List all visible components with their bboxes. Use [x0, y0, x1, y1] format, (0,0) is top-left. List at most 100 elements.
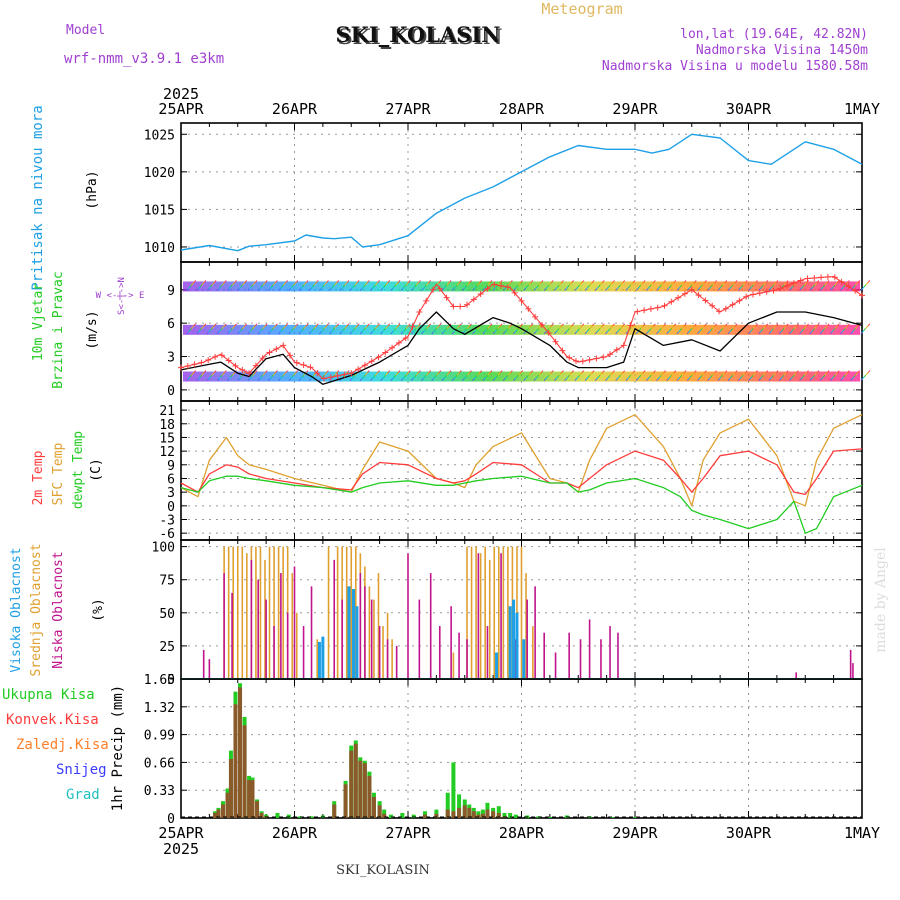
- wind-barb: [584, 280, 595, 291]
- wind-barb: [472, 370, 483, 381]
- total-precip-bar: [547, 817, 552, 818]
- y-tick-label: 0.66: [144, 756, 175, 771]
- gust-marker: [191, 361, 198, 368]
- wind-barb: [482, 280, 493, 291]
- gust-marker: [709, 302, 716, 309]
- sfc-temp-line: [180, 414, 863, 507]
- wind-barb: [421, 280, 431, 291]
- gust-marker: [729, 301, 736, 308]
- wind-barb: [247, 323, 258, 335]
- gust-marker: [784, 282, 791, 289]
- wind-barb: [502, 370, 513, 381]
- wind-barb: [370, 323, 380, 335]
- wind-barb: [758, 323, 769, 335]
- gust-marker: [287, 352, 293, 359]
- wind-barb: [390, 280, 401, 291]
- convective-precip-bar: [332, 804, 337, 818]
- wind-barb: [564, 323, 575, 335]
- wind-barb: [257, 323, 268, 335]
- station-title: SKI_KOLASIN: [336, 22, 501, 47]
- wind-barb: [686, 323, 697, 335]
- gust-marker: [797, 277, 804, 284]
- y-tick-label: 0: [167, 500, 175, 515]
- wind-barb: [513, 280, 523, 291]
- wind-barb: [554, 323, 564, 335]
- wind-barb: [605, 280, 615, 291]
- gust-marker: [416, 309, 423, 315]
- gust-marker: [811, 275, 818, 281]
- wind-barb: [840, 280, 850, 291]
- gust-marker: [804, 275, 811, 282]
- wind-speed-line: [180, 311, 863, 385]
- wind-barb: [268, 280, 278, 291]
- y-tick-label: 21: [159, 404, 175, 419]
- total-precip-bar: [275, 812, 280, 818]
- wind-barb: [451, 280, 462, 291]
- gust-marker: [532, 313, 539, 320]
- temp-unit: (C): [89, 458, 104, 481]
- wind-barb: [799, 280, 809, 291]
- gust-marker: [545, 329, 552, 336]
- wind-barb: [319, 323, 329, 335]
- wind-barb: [359, 323, 370, 335]
- gust-marker: [382, 349, 389, 356]
- wind-barb: [533, 370, 544, 381]
- pressure-panel: 1010 1015 1020 1025: [144, 122, 863, 263]
- legend-total: Ukupna Kisa: [2, 687, 95, 703]
- wind-barb: [492, 323, 503, 335]
- y-tick-label: 9: [167, 284, 175, 299]
- convective-precip-bar: [343, 784, 348, 818]
- wind-barb: [656, 280, 666, 291]
- wind-barb: [594, 280, 605, 291]
- wind-barb: [370, 280, 380, 291]
- wind-barb: [605, 370, 615, 381]
- convective-precip-bar: [238, 687, 243, 818]
- gust-marker: [423, 297, 430, 304]
- wind-barb: [850, 370, 861, 381]
- gust-marker: [314, 370, 321, 377]
- y-tick-label: 75: [159, 574, 175, 589]
- temp2m-label: 2m Temp: [31, 450, 46, 505]
- gust-marker: [736, 297, 743, 304]
- gust-marker: [477, 291, 484, 297]
- gust-marker: [838, 278, 845, 285]
- station-title-shadow: SKI_KOLASIN: [338, 24, 503, 49]
- wind-barb: [635, 323, 646, 335]
- gust-marker: [212, 353, 219, 360]
- precip-unit: 1hr Precip (mm): [110, 685, 126, 811]
- gust-marker: [184, 363, 191, 369]
- wind-barb: [451, 370, 462, 381]
- gust-marker: [293, 359, 300, 366]
- wind-barb: [421, 370, 431, 381]
- gust-marker: [600, 354, 607, 361]
- gust-marker: [750, 291, 756, 298]
- gust-marker: [402, 335, 409, 342]
- wind-barb: [676, 370, 687, 381]
- wind-barb: [523, 370, 534, 381]
- wind-barb: [380, 370, 391, 381]
- wind-barb: [400, 323, 411, 335]
- wind-barb: [400, 280, 411, 291]
- elevation: Nadmorska Visina 1450m: [696, 43, 868, 58]
- wind-barb: [697, 370, 707, 381]
- model-label: Model: [66, 23, 105, 38]
- gust-marker: [573, 358, 579, 364]
- wind-barb: [625, 370, 636, 381]
- wind-barb-band: [183, 371, 860, 382]
- y-tick-label: 6: [167, 317, 175, 332]
- gust-marker: [852, 287, 859, 294]
- wind-barb: [329, 323, 340, 335]
- wind-barb: [840, 323, 850, 335]
- wind-barb: [748, 323, 758, 335]
- y-tick-label: 25: [159, 640, 175, 655]
- wind-barb: [778, 323, 789, 335]
- wind-barb: [584, 323, 595, 335]
- wind-barb: [533, 280, 544, 291]
- gust-marker: [450, 303, 457, 310]
- wind-barb: [400, 370, 411, 381]
- total-precip-bar: [610, 817, 615, 818]
- wind-barb: [666, 370, 677, 381]
- top-date-labels: 25APR 26APR 27APR 28APR 29APR 30APR 1MAY: [158, 100, 880, 118]
- top-date-label: 25APR: [158, 100, 204, 118]
- panel-frame: [180, 122, 863, 263]
